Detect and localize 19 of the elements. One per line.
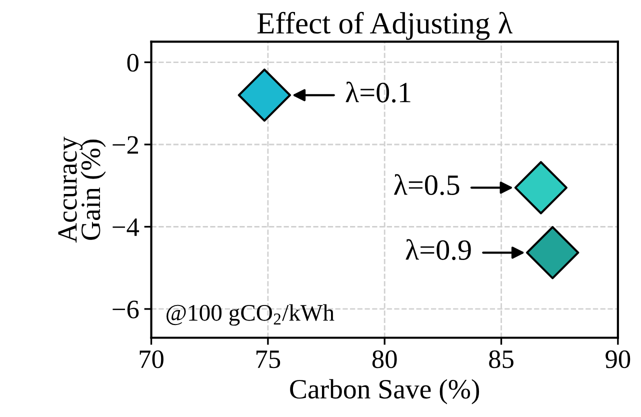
y-tick-label: −2: [112, 136, 138, 154]
x-tick-label: 85: [489, 350, 514, 368]
point: [514, 161, 568, 214]
chart-title: Effect of Adjusting λ: [257, 12, 513, 40]
x-tick-label: 75: [256, 350, 280, 368]
point: [238, 68, 292, 122]
x-tick-label: 80: [372, 350, 397, 368]
y-tick-label: 0: [127, 54, 138, 72]
y-tick-label: −6: [112, 300, 139, 318]
y-axis-title: Accuracy Gain (%): [58, 136, 106, 243]
y-tick-label: −4: [112, 218, 140, 236]
annotation: @100 gCO$_{2}$/kWh: [166, 304, 334, 326]
x-tick-label: 70: [140, 350, 164, 368]
annotation: λ=0.9: [406, 239, 471, 260]
point: [526, 226, 580, 280]
annotation: λ=0.5: [394, 174, 460, 196]
x-tick-label: 90: [606, 350, 630, 368]
annotation: λ=0.1: [346, 82, 410, 103]
x-axis-title: Carbon Save (%): [290, 379, 480, 404]
